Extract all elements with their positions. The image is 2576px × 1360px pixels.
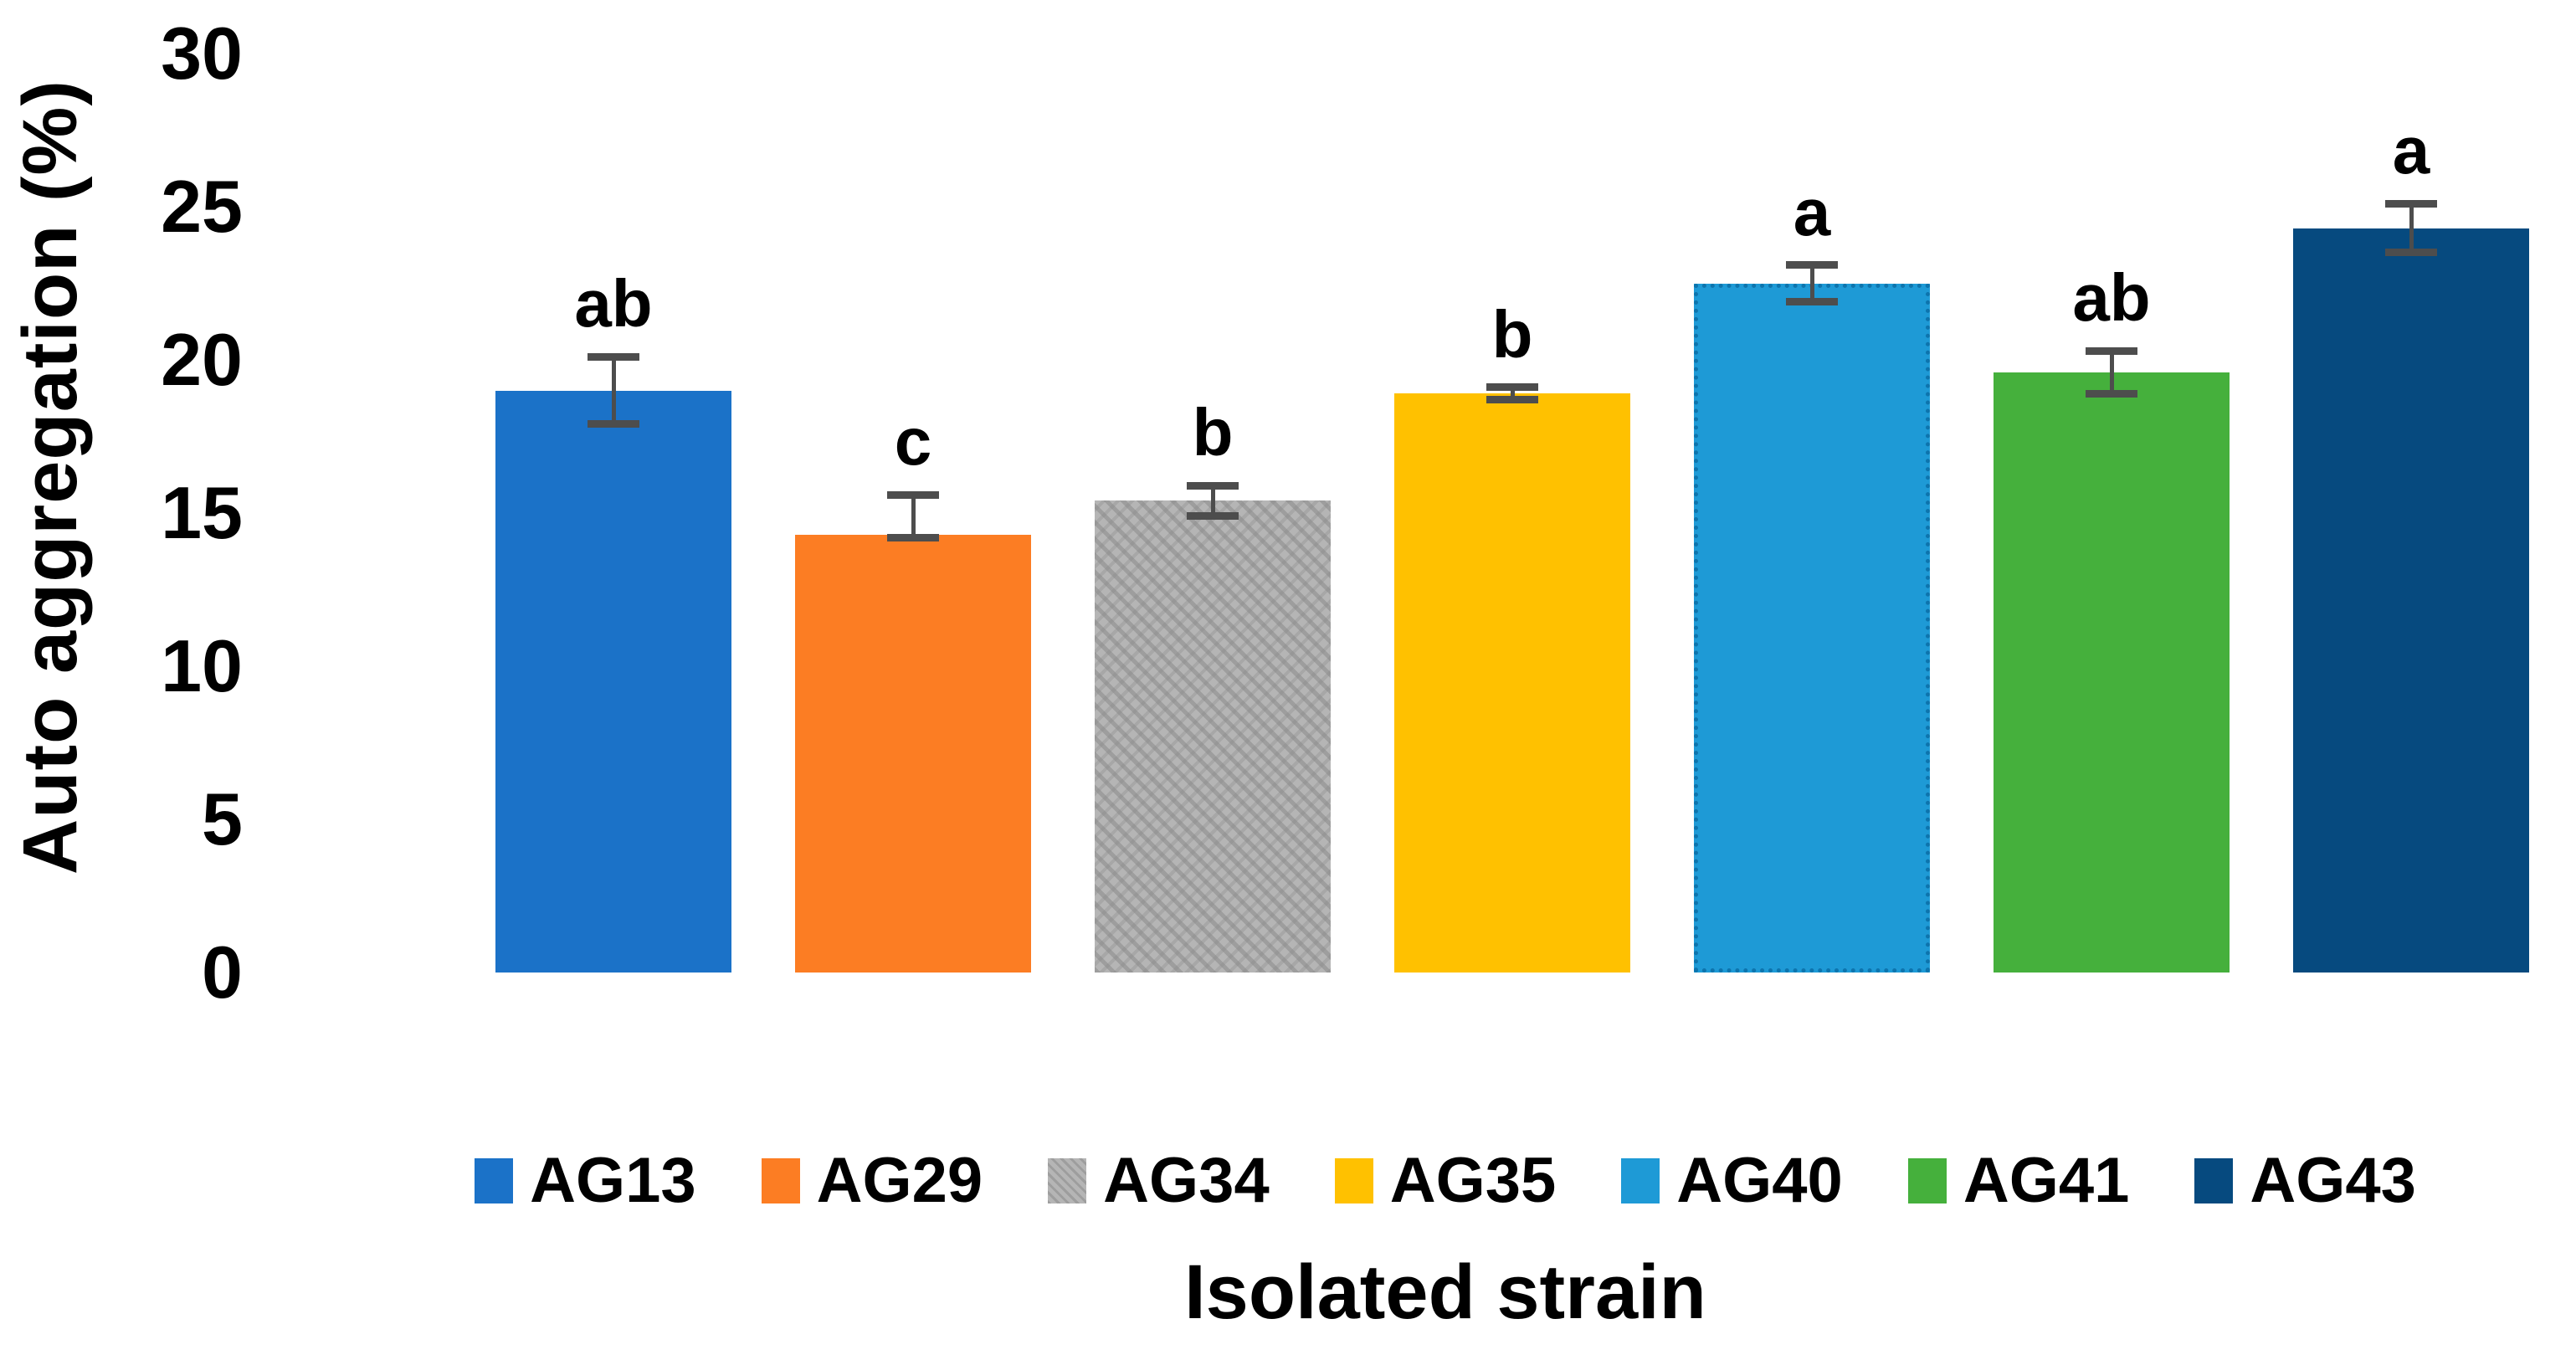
- error-bar-AG40: [1809, 264, 1814, 302]
- bar-AG34: [1095, 500, 1331, 973]
- sig-letter-AG35: b: [1491, 296, 1533, 372]
- legend-label-AG41: AG41: [1963, 1145, 2130, 1216]
- error-bar-cap-top-AG29: [887, 490, 939, 499]
- legend-item-AG13: AG13: [475, 1148, 696, 1214]
- legend-item-AG40: AG40: [1621, 1148, 1843, 1214]
- error-bar-AG43: [2409, 203, 2414, 253]
- legend-swatch-AG43: [2194, 1158, 2234, 1203]
- y-tick-label-30: 30: [161, 12, 243, 95]
- error-bar-cap-bottom-AG29: [887, 533, 939, 541]
- legend-item-AG35: AG35: [1334, 1145, 1557, 1216]
- legend-label-AG29: AG29: [816, 1145, 983, 1216]
- legend: AG13 AG29 AG34 AG35 AG40 AG41 AG43: [335, 1148, 2556, 1214]
- error-bar-cap-top-AG35: [1486, 383, 1538, 392]
- legend-swatch-AG29: [761, 1158, 800, 1203]
- error-bar-cap-bottom-AG13: [588, 420, 639, 429]
- legend-label-AG34: AG34: [1103, 1145, 1270, 1216]
- legend-swatch-AG34: [1048, 1158, 1087, 1203]
- y-tick-label-15: 15: [161, 471, 243, 554]
- legend-item-AG43: AG43: [2194, 1148, 2416, 1214]
- error-bar-cap-top-AG13: [588, 352, 639, 361]
- legend-label-AG13: AG13: [530, 1145, 696, 1216]
- error-bar-cap-bottom-AG35: [1486, 396, 1538, 404]
- legend-label-AG35: AG35: [1389, 1145, 1557, 1216]
- legend-swatch-AG35: [1334, 1158, 1373, 1203]
- error-bar-cap-top-AG43: [2385, 199, 2437, 208]
- y-tick-label-5: 5: [202, 778, 243, 860]
- legend-label-AG40: AG40: [1676, 1145, 1843, 1216]
- y-tick-label-20: 20: [161, 318, 243, 401]
- legend-item-AG29: AG29: [761, 1145, 983, 1216]
- sig-letter-AG29: c: [894, 404, 932, 480]
- error-bar-cap-top-AG41: [2086, 346, 2137, 355]
- bar-AG40: [1694, 283, 1930, 973]
- sig-letter-AG34: b: [1192, 395, 1234, 470]
- error-bar-cap-bottom-AG41: [2086, 389, 2137, 398]
- x-axis-title: Isolated strain: [335, 1252, 2556, 1332]
- error-bar-AG34: [1210, 485, 1215, 516]
- error-bar-AG41: [2109, 351, 2114, 394]
- bar-AG41: [1994, 372, 2230, 973]
- y-tick-label-25: 25: [161, 165, 243, 248]
- bar-AG35: [1394, 393, 1630, 973]
- error-bar-cap-bottom-AG43: [2385, 249, 2437, 257]
- error-bar-cap-top-AG40: [1786, 261, 1838, 269]
- y-tick-label-0: 0: [202, 931, 243, 1014]
- legend-label-AG43: AG43: [2250, 1145, 2416, 1216]
- sig-letter-AG13: ab: [574, 266, 653, 341]
- error-bar-cap-bottom-AG40: [1786, 297, 1838, 305]
- sig-letter-AG43: a: [2392, 113, 2430, 188]
- bar-AG43: [2293, 228, 2529, 973]
- x-axis-title-text: Isolated strain: [1184, 1250, 1706, 1335]
- bar-AG29: [795, 534, 1031, 973]
- y-tick-label-10: 10: [161, 624, 243, 707]
- legend-swatch-AG41: [1907, 1158, 1947, 1203]
- legend-swatch-AG40: [1621, 1158, 1660, 1203]
- legend-swatch-AG13: [475, 1158, 514, 1203]
- error-bar-AG35: [1510, 387, 1515, 400]
- legend-item-AG41: AG41: [1907, 1145, 2130, 1216]
- error-bar-cap-bottom-AG34: [1187, 512, 1239, 521]
- sig-letter-AG41: ab: [2072, 260, 2151, 336]
- sig-letter-AG40: a: [1793, 174, 1831, 249]
- legend-item-AG34: AG34: [1048, 1148, 1270, 1214]
- error-bar-AG13: [611, 357, 616, 424]
- error-bar-AG29: [911, 495, 916, 538]
- error-bar-cap-top-AG34: [1187, 481, 1239, 490]
- bar-AG13: [495, 390, 731, 973]
